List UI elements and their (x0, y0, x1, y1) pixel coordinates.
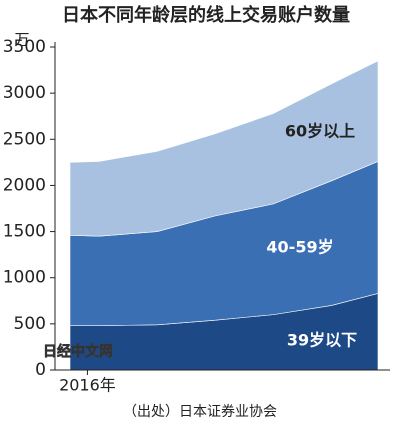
y-tick-label: 3000 (3, 83, 46, 103)
y-tick-label: 500 (14, 314, 46, 334)
area (69, 60, 379, 237)
y-unit: 万 (14, 31, 29, 49)
x-tick-label: 2016年 (59, 376, 116, 395)
y-tick-label: 0 (35, 360, 46, 380)
source-note: （出处）日本证券业协会 (123, 404, 277, 420)
y-tick-label: 2000 (3, 175, 46, 195)
series-label: 40-59岁 (266, 238, 333, 257)
y-tick-label: 2500 (3, 129, 46, 149)
watermark: 日经中文网 (43, 343, 113, 360)
series-label: 39岁以下 (287, 331, 357, 350)
chart-title: 日本不同年龄层的线上交易账户数量 (62, 4, 350, 26)
y-tick-label: 1000 (3, 268, 46, 288)
y-tick-label: 1500 (3, 222, 46, 242)
y-tick-label: 3500 (3, 37, 46, 57)
series-label: 60岁以上 (285, 122, 355, 141)
